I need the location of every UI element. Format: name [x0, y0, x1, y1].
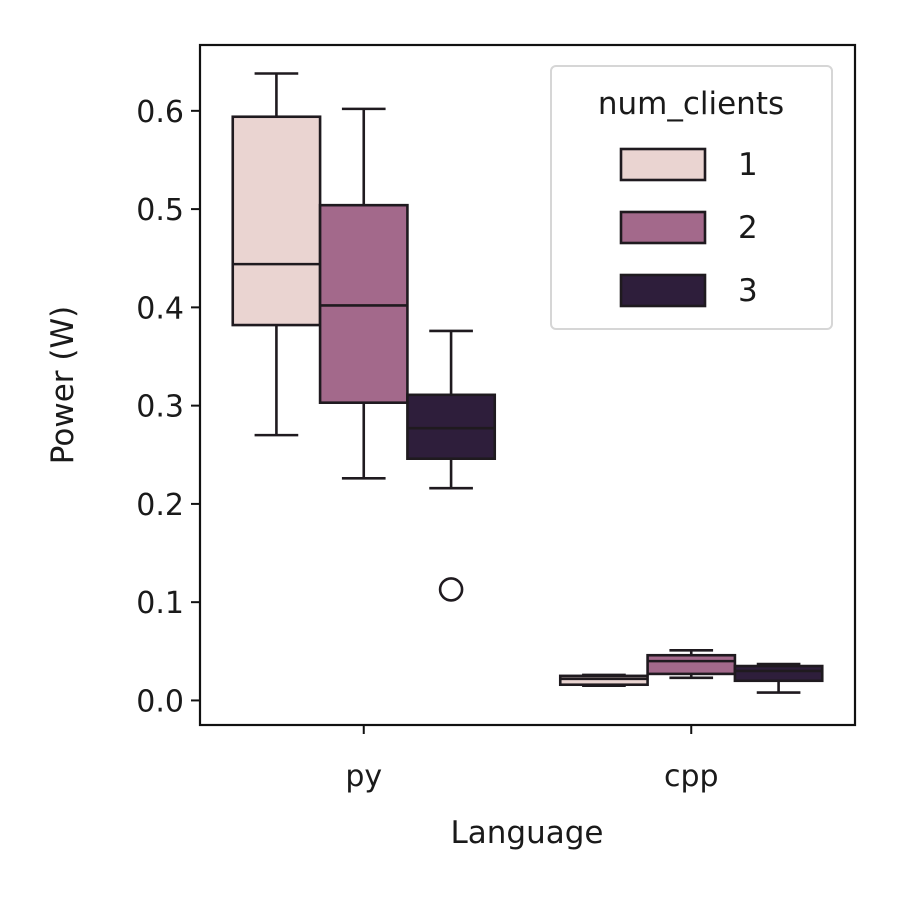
box-py-series-2	[318, 107, 409, 480]
y-tick-label: 0.3	[136, 390, 184, 425]
y-tick-label: 0.0	[136, 684, 184, 719]
box-py-series-1	[231, 72, 322, 437]
y-axis-label: Power (W)	[45, 306, 81, 464]
legend-title: num_clients	[598, 86, 784, 122]
iqr-box	[646, 653, 737, 676]
y-tick-label: 0.5	[136, 193, 184, 228]
outlier-point	[438, 577, 464, 602]
y-tick-label: 0.1	[136, 586, 184, 621]
iqr-box	[733, 664, 824, 683]
legend-label-2: 2	[738, 210, 758, 246]
x-axis-label: Language	[451, 815, 604, 851]
iqr-box	[318, 203, 409, 404]
x-tick-label: py	[345, 759, 382, 794]
legend-swatch-1	[619, 147, 707, 182]
y-axis: 0.0 0.1 0.2 0.3 0.4 0.5 0.6	[136, 95, 200, 719]
legend-frame	[550, 65, 833, 330]
box-cpp-series-3	[733, 662, 824, 694]
x-tick-label: cpp	[664, 759, 719, 794]
y-tick-label: 0.6	[136, 95, 184, 130]
iqr-box	[558, 674, 649, 687]
legend-swatch-3	[619, 273, 707, 308]
box-py-series-3	[406, 329, 497, 602]
axes-frame	[198, 43, 857, 727]
box-cpp-series-1	[558, 673, 649, 687]
y-tick-label: 0.4	[136, 291, 184, 326]
legend-label-1: 1	[738, 147, 758, 183]
box-cpp-series-2	[646, 649, 737, 680]
iqr-box	[406, 393, 497, 460]
y-tick-label: 0.2	[136, 488, 184, 523]
x-axis: py cpp	[345, 725, 719, 794]
legend: num_clients 1 2 3	[550, 65, 833, 330]
plot-area	[231, 72, 824, 694]
legend-swatch-2	[619, 210, 707, 245]
iqr-box	[231, 115, 322, 327]
legend-label-3: 3	[738, 273, 758, 309]
